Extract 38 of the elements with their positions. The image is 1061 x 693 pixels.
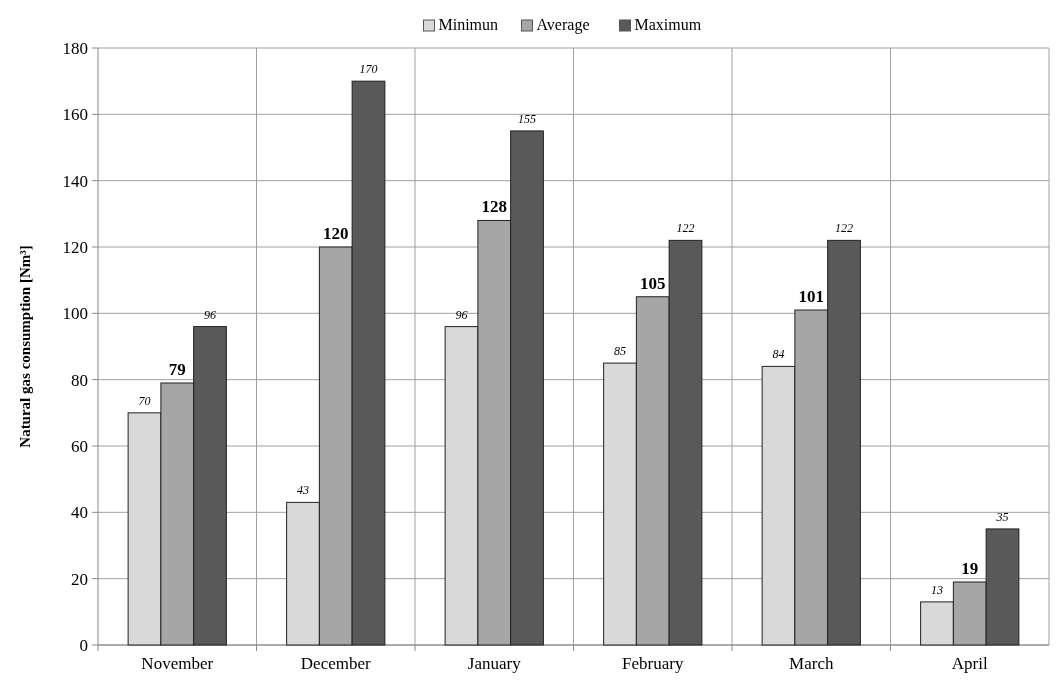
data-label: 128 xyxy=(481,197,507,217)
data-label: 79 xyxy=(168,359,186,379)
y-tick-label: 0 xyxy=(79,635,88,655)
x-tick-label: January xyxy=(467,654,522,673)
data-label: 120 xyxy=(323,224,349,243)
y-tick-label: 180 xyxy=(62,38,88,58)
data-label: 122 xyxy=(835,221,854,236)
data-label: 170 xyxy=(359,62,378,77)
y-tick-label: 100 xyxy=(62,304,88,324)
y-tick-label: 160 xyxy=(62,105,88,125)
data-label: 13 xyxy=(930,582,943,597)
y-tick-label: 140 xyxy=(62,171,88,191)
data-label: 122 xyxy=(676,221,695,236)
y-axis-title: Natural gas consumption [Nm³] xyxy=(17,245,33,448)
x-tick-label: February xyxy=(622,654,684,673)
data-label: 101 xyxy=(798,287,824,307)
x-tick-label: December xyxy=(300,654,372,673)
data-label: 19 xyxy=(961,558,979,578)
legend-label: Average xyxy=(536,16,590,34)
y-tick-label: 120 xyxy=(62,237,88,257)
y-tick-label: 40 xyxy=(71,503,88,523)
x-tick-label: March xyxy=(789,654,834,673)
data-label: 96 xyxy=(455,307,468,322)
x-tick-label: November xyxy=(141,654,214,673)
data-label: 155 xyxy=(518,111,537,126)
y-tick-label: 80 xyxy=(71,370,88,390)
legend-label: Minimun xyxy=(438,16,499,33)
x-tick-label: April xyxy=(951,654,988,673)
data-label: 96 xyxy=(204,307,217,322)
data-label: 43 xyxy=(296,483,309,498)
data-label: 70 xyxy=(138,393,151,408)
legend-label: Maximum xyxy=(634,16,702,33)
data-label: 105 xyxy=(640,273,666,293)
data-label: 84 xyxy=(772,347,785,362)
y-tick-label: 20 xyxy=(71,569,88,589)
data-label: 35 xyxy=(995,509,1009,524)
y-tick-label: 60 xyxy=(71,436,88,456)
data-label: 85 xyxy=(613,344,626,359)
